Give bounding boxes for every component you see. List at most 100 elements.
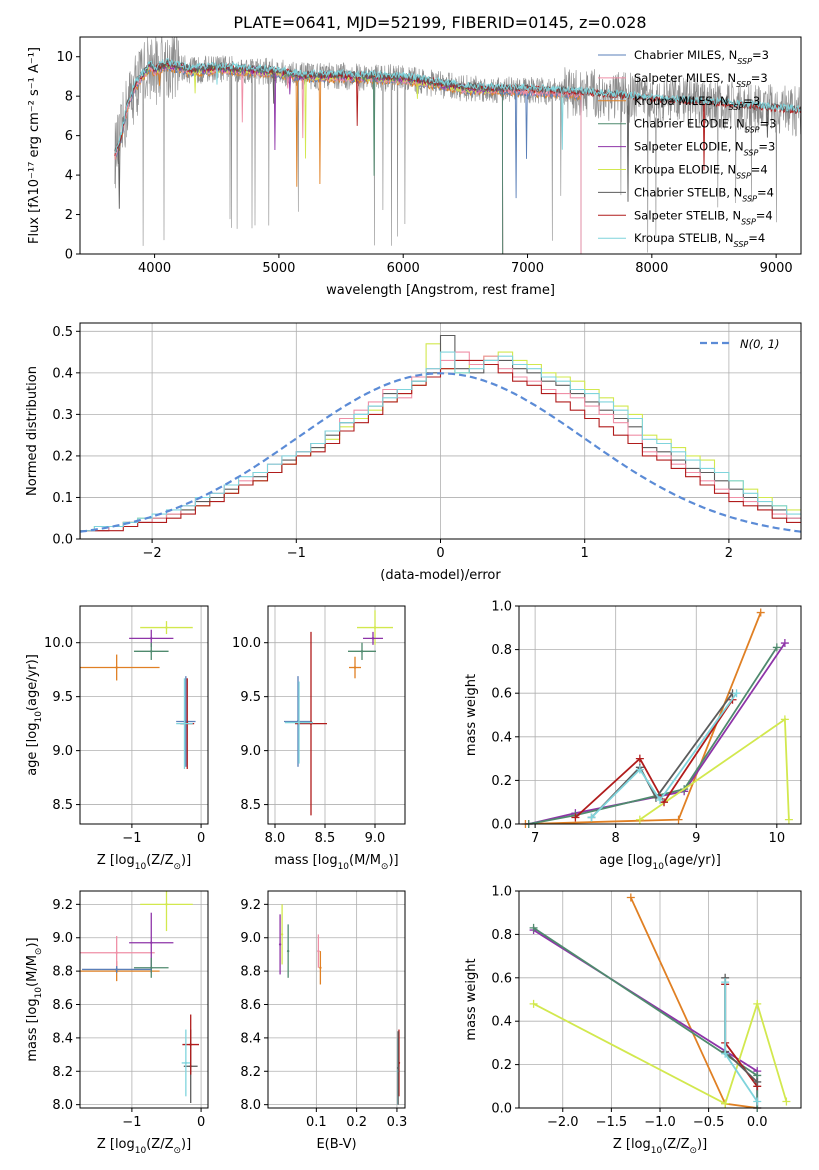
plus-marker bbox=[587, 813, 596, 822]
plus-marker bbox=[656, 796, 664, 805]
series-line bbox=[724, 977, 758, 1083]
series-line bbox=[525, 612, 762, 824]
spectrum-model-line bbox=[114, 62, 582, 254]
y-tick-label: 0 bbox=[65, 248, 73, 263]
y-tick-label: 0.0 bbox=[52, 533, 73, 548]
figure-title: PLATE=0641, MJD=52199, FIBERID=0145, z=0… bbox=[233, 13, 646, 32]
legend-label: Chabrier MILES, NSSP=3 bbox=[634, 48, 769, 66]
data-point bbox=[165, 903, 168, 906]
x-tick-label: −0.5 bbox=[693, 1115, 725, 1130]
x-tick-label: 8.5 bbox=[315, 831, 336, 846]
data-point bbox=[150, 966, 153, 969]
y-axis-label: mass weight bbox=[464, 674, 479, 756]
chart-mass-weight-vs-age: 7 8 9 10 0.0 0.2 0.4 0.6 0.8 1.0 age [log10(age/yr… bbox=[464, 600, 802, 872]
spectrum-model-line bbox=[114, 58, 801, 254]
x-tick-label: 5000 bbox=[262, 261, 295, 276]
x-tick-label: −1 bbox=[287, 546, 306, 561]
x-tick-label: 8.0 bbox=[265, 831, 286, 846]
x-tick-label: 1 bbox=[581, 546, 589, 561]
plus-marker bbox=[732, 689, 741, 698]
data-point bbox=[280, 933, 284, 936]
y-tick-label: 1.0 bbox=[491, 885, 512, 900]
plus-marker bbox=[529, 923, 538, 932]
y-tick-label: 8 bbox=[65, 90, 73, 105]
plus-marker bbox=[753, 1097, 762, 1106]
x-tick-label: −2 bbox=[143, 546, 162, 561]
plus-marker bbox=[721, 1099, 730, 1108]
x-tick-label: 4000 bbox=[138, 261, 171, 276]
y-tick-label: 9.5 bbox=[240, 690, 261, 705]
data-point bbox=[183, 722, 186, 725]
y-tick-label: 0.4 bbox=[491, 1015, 512, 1030]
y-axis-label: mass [log10(M/M⊙)] bbox=[25, 937, 44, 1061]
x-tick-label: −2.0 bbox=[547, 1115, 579, 1130]
y-tick-label: 0.0 bbox=[491, 1102, 512, 1117]
plus-marker bbox=[635, 765, 644, 774]
x-tick-label: 9000 bbox=[760, 261, 793, 276]
y-tick-label: 8.4 bbox=[240, 1031, 261, 1046]
y-tick-label: 10.0 bbox=[232, 636, 261, 651]
legend-label: Salpeter STELIB, NSSP=4 bbox=[634, 208, 773, 226]
y-tick-label: 0.8 bbox=[491, 643, 512, 658]
data-point bbox=[371, 637, 375, 640]
y-tick-label: 4 bbox=[65, 169, 73, 184]
legend-label: Chabrier ELODIE, NSSP=3 bbox=[634, 117, 776, 135]
plus-marker bbox=[782, 1097, 791, 1106]
series-line bbox=[724, 982, 758, 1103]
axes-frame bbox=[267, 890, 406, 1109]
y-axis-label: Normed distribution bbox=[25, 366, 40, 496]
plus-marker bbox=[753, 1077, 762, 1086]
y-tick-label: 8.0 bbox=[240, 1098, 261, 1113]
x-tick-label: 0 bbox=[197, 831, 205, 846]
data-point bbox=[297, 721, 301, 724]
data-point bbox=[150, 650, 153, 653]
legend-label: Kroupa ELODIE, NSSP=4 bbox=[634, 163, 768, 181]
chart-age-vs-mass: 8.0 8.5 9.0 8.5 9.0 9.5 10.0 mass [log10(M/M⊙)] bbox=[232, 605, 406, 872]
axes-frame bbox=[79, 605, 209, 825]
data-point bbox=[150, 941, 153, 944]
data-point bbox=[184, 720, 188, 723]
x-axis-label: E(B-V) bbox=[316, 1137, 356, 1152]
x-tick-label: 9 bbox=[692, 831, 700, 846]
y-tick-label: 9.0 bbox=[52, 931, 73, 946]
chart-mass-vs-z: −1 0 8.0 8.2 8.4 8.6 8.8 9.0 9.2 Z [log10(Z/Z⊙)] m… bbox=[25, 890, 209, 1156]
data-point bbox=[317, 949, 320, 953]
y-tick-label: 9.0 bbox=[240, 744, 261, 759]
y-tick-label: 0.6 bbox=[491, 687, 512, 702]
chart-residuals: −2 −1 0 1 2 0.0 0.1 0.2 0.3 0.4 0.5 (data-model)/er… bbox=[25, 322, 802, 583]
y-tick-label: 8.8 bbox=[52, 965, 73, 980]
y-tick-label: 8.2 bbox=[52, 1065, 73, 1080]
series-line bbox=[533, 929, 759, 1108]
x-tick-label: 10 bbox=[769, 831, 786, 846]
legend-label: Kroupa MILES, NSSP=3 bbox=[634, 94, 760, 112]
series-line bbox=[639, 717, 790, 821]
y-tick-label: 8.8 bbox=[240, 965, 261, 980]
series-line bbox=[533, 1000, 788, 1105]
plus-marker bbox=[780, 639, 789, 648]
y-axis-label: mass weight bbox=[464, 958, 479, 1040]
y-tick-label: 0.1 bbox=[52, 491, 73, 506]
series-line bbox=[574, 699, 734, 819]
data-point bbox=[286, 949, 290, 953]
x-axis-label: Z [log10(Z/Z⊙)] bbox=[97, 1137, 191, 1156]
data-point bbox=[373, 626, 377, 629]
charts-layer: 4000 5000 6000 7000 8000 90000246810wavelengt… bbox=[25, 36, 802, 1156]
x-tick-label: 9.0 bbox=[365, 831, 386, 846]
y-tick-label: 8.2 bbox=[240, 1065, 261, 1080]
y-tick-label: 0.4 bbox=[52, 366, 73, 381]
series-line bbox=[590, 692, 738, 819]
legend-label: N(0, 1) bbox=[740, 337, 780, 351]
plus-marker bbox=[674, 815, 683, 824]
plus-marker bbox=[780, 715, 789, 724]
data-point bbox=[278, 943, 282, 946]
y-tick-label: 1.0 bbox=[491, 600, 512, 615]
plus-marker bbox=[721, 978, 730, 987]
y-tick-label: 8.6 bbox=[240, 998, 261, 1013]
axes-frame bbox=[79, 36, 802, 255]
spectrum-model-line bbox=[141, 61, 504, 254]
y-tick-label: 0.5 bbox=[52, 325, 73, 340]
chart-mass-vs-ebv: 0.1 0.2 0.3 8.0 8.2 8.4 8.6 8.8 9.0 9.2 E(B-V) bbox=[240, 890, 407, 1152]
y-tick-label: 9.0 bbox=[240, 931, 261, 946]
y-tick-label: 9.5 bbox=[52, 690, 73, 705]
